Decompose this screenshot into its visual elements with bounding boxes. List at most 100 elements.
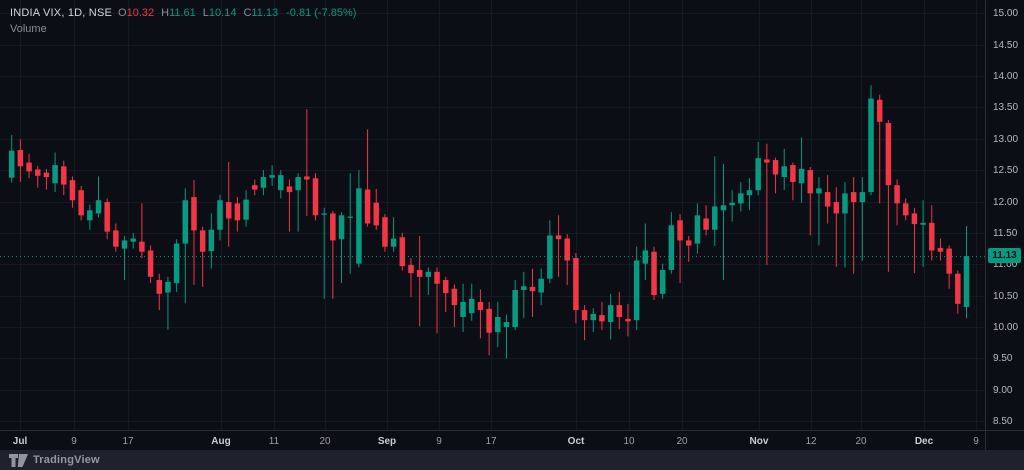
candle-body <box>703 218 709 230</box>
candle-body <box>243 199 249 220</box>
time-tick-day: 12 <box>805 436 817 447</box>
candle-body <box>225 202 232 219</box>
time-tick-month: Sep <box>377 436 397 447</box>
indicator-label-volume[interactable]: Volume <box>10 23 47 35</box>
candle-body <box>894 185 900 204</box>
candle-body <box>764 159 770 163</box>
candle-body <box>399 237 406 267</box>
candle-body <box>824 192 831 207</box>
candle-body <box>529 286 536 292</box>
candle-body <box>868 98 874 193</box>
candle-body <box>590 313 597 321</box>
candle-body <box>451 288 458 306</box>
candle-body <box>87 210 93 221</box>
candle-body <box>416 269 423 277</box>
price-tick-label: 12.00 <box>993 196 1019 208</box>
candle-body <box>842 193 848 214</box>
candle-body <box>234 203 241 221</box>
candle-body <box>347 216 353 218</box>
tradingview-logo-icon <box>9 453 28 467</box>
tradingview-logo[interactable] <box>9 453 28 467</box>
price-tick-label: 10.00 <box>993 322 1019 334</box>
price-tick-label: 10.50 <box>993 290 1019 302</box>
candle-body <box>486 308 492 333</box>
price-tick-label: 13.50 <box>993 102 1019 114</box>
candle-body <box>217 200 223 230</box>
candle-body <box>34 169 41 176</box>
candle-body <box>607 305 614 323</box>
candle-body <box>963 256 970 307</box>
candle-body <box>295 177 301 191</box>
price-tick-label: 8.50 <box>993 416 1013 428</box>
candle-body <box>425 271 432 277</box>
candle-body <box>139 241 145 252</box>
time-tick-day: 20 <box>855 436 867 447</box>
time-tick-day: 9 <box>71 436 77 447</box>
change-value: -0.81 (-7.85%) <box>286 7 357 19</box>
chart-plot-area[interactable]: INDIA VIX, 1D, NSE O10.32 H11.61 L10.14 C11… <box>0 0 985 430</box>
time-tick-month: Oct <box>567 436 585 447</box>
candle-body <box>208 229 215 252</box>
symbol-title[interactable]: INDIA VIX, 1D, NSE <box>10 7 113 19</box>
candle-body <box>746 190 753 196</box>
candle-body <box>390 238 397 247</box>
candle-body <box>902 203 909 216</box>
time-tick-day: 17 <box>485 436 497 447</box>
candle-body <box>364 189 371 224</box>
candle-body <box>373 202 380 226</box>
tradingview-brand-text[interactable]: TradingView <box>33 454 100 466</box>
candle-body <box>130 238 136 242</box>
ohlc-c-value: C11.13 <box>243 7 279 19</box>
candle-body <box>599 315 605 322</box>
time-tick-day: 17 <box>122 436 134 447</box>
candle-body <box>651 251 657 296</box>
candle-body <box>330 213 336 241</box>
candle-body <box>521 286 527 291</box>
candle-body <box>17 150 24 167</box>
candle-body <box>26 162 32 172</box>
time-tick-day: 10 <box>623 436 635 447</box>
candle-body <box>694 215 701 244</box>
candle-body <box>338 215 345 240</box>
price-tick-label: 11.50 <box>993 227 1018 239</box>
price-tick-label: 9.50 <box>993 353 1013 365</box>
candle-body <box>911 213 918 225</box>
candle-body <box>199 230 206 252</box>
candle-body <box>286 186 293 193</box>
price-axis[interactable]: 11.13 15.00 14.50 14.00 13.50 13.00 12.50 12.0… <box>985 0 1024 450</box>
time-axis[interactable]: Jul 9 17 Aug 11 20 Sep 9 17 Oct 10 20 Nov 12 20 Dec 9 <box>0 430 1024 451</box>
candle-body <box>173 243 180 284</box>
candle-body <box>251 185 258 190</box>
candle-body <box>859 192 866 203</box>
time-tick-day: 9 <box>973 436 979 447</box>
candle-body <box>616 305 623 318</box>
candle-body <box>798 168 805 184</box>
price-tick-label: 9.00 <box>993 384 1013 396</box>
time-tick-month: Nov <box>749 436 769 447</box>
candle-body <box>833 202 840 214</box>
ohlc-h-value: H11.61 <box>161 7 196 19</box>
candle-body <box>920 222 926 225</box>
candlestick-chart[interactable] <box>0 0 985 430</box>
candle-body <box>95 200 102 214</box>
candle-body <box>573 258 579 311</box>
candle-body <box>955 273 961 304</box>
candle-body <box>321 213 327 215</box>
candle-body <box>356 188 362 264</box>
candle-body <box>668 225 675 270</box>
time-tick-day: 11 <box>268 436 280 447</box>
candle-body <box>460 301 466 318</box>
candle-body <box>642 250 649 264</box>
candle-body <box>772 160 779 175</box>
time-tick-month: Jul <box>12 436 28 447</box>
candle-body <box>312 178 319 216</box>
ohlc-l-value: L10.14 <box>202 7 237 19</box>
candle-body <box>581 310 588 321</box>
candle-body <box>156 279 163 294</box>
candle-body <box>104 202 110 232</box>
candle-body <box>850 192 857 203</box>
candle-body <box>625 318 631 322</box>
candle-body <box>165 281 171 293</box>
candle-body <box>929 222 935 251</box>
